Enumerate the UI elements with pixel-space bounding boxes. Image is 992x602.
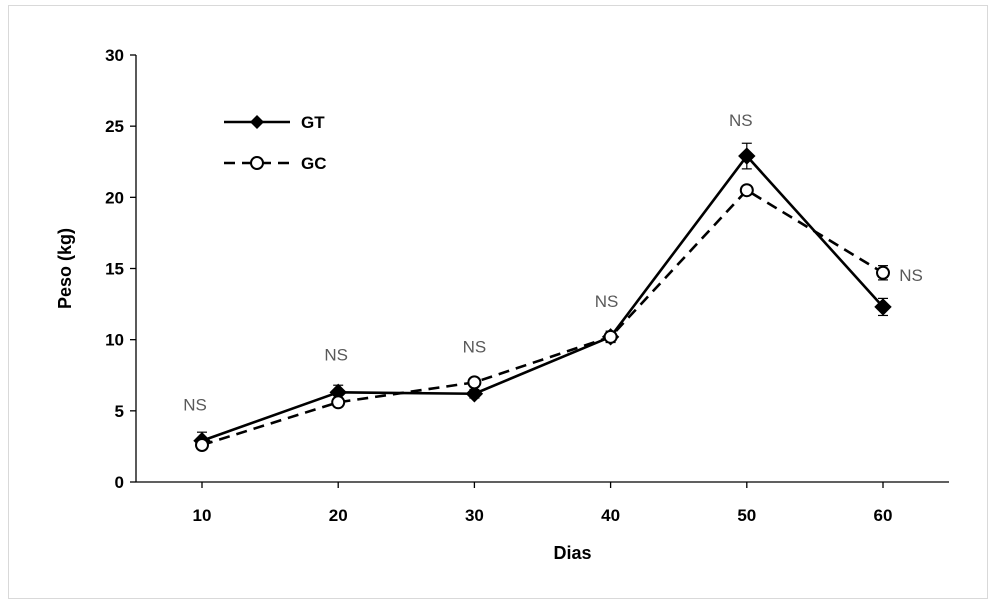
- ns-annotation: NS: [595, 292, 619, 311]
- data-point-gc: [739, 183, 754, 198]
- data-point-gc: [603, 329, 618, 344]
- x-tick-label: 60: [874, 506, 893, 525]
- data-point-gc: [331, 395, 346, 410]
- ns-annotation: NS: [463, 337, 487, 356]
- data-point-gc: [195, 437, 209, 452]
- y-tick-label: 5: [115, 402, 124, 421]
- legend-marker-gc: [250, 156, 264, 170]
- y-tick-label: 20: [105, 188, 124, 207]
- y-axis-title: Peso (kg): [55, 228, 75, 309]
- y-tick-label: 10: [105, 331, 124, 350]
- line-chart: 0 5 10 15 20 25 30 10 20 30 40 50 60 Dias Peso (kg) NS N…: [55, 46, 949, 563]
- ns-annotation: NS: [324, 345, 348, 364]
- series-line-gc: [201, 188, 884, 447]
- data-point-gc: [876, 265, 890, 280]
- x-tick-label: 10: [193, 506, 212, 525]
- y-tick-label: 15: [105, 260, 124, 279]
- x-tick-label: 50: [737, 506, 756, 525]
- x-tick-label: 30: [465, 506, 484, 525]
- data-point-gt: [465, 385, 484, 403]
- legend-label: GC: [301, 154, 327, 173]
- x-axis-title: Dias: [553, 543, 591, 563]
- y-tick-label: 30: [105, 46, 124, 65]
- ns-annotation: NS: [729, 111, 753, 130]
- legend-marker-gt: [250, 115, 264, 129]
- ns-annotation: NS: [899, 266, 923, 285]
- x-tick-label: 20: [329, 506, 348, 525]
- data-point-gt: [738, 147, 756, 165]
- data-point-gc: [467, 375, 482, 390]
- ns-annotation: NS: [183, 396, 207, 415]
- series-line-gt: [201, 154, 884, 442]
- chart-frame: 0 5 10 15 20 25 30 10 20 30 40 50 60 Dias Peso (kg) NS N…: [8, 5, 988, 599]
- y-tick-label: 25: [105, 117, 124, 136]
- x-tick-label: 40: [601, 506, 620, 525]
- data-point-gt: [874, 298, 892, 316]
- y-tick-label: 0: [115, 473, 124, 492]
- legend-label: GT: [301, 113, 325, 132]
